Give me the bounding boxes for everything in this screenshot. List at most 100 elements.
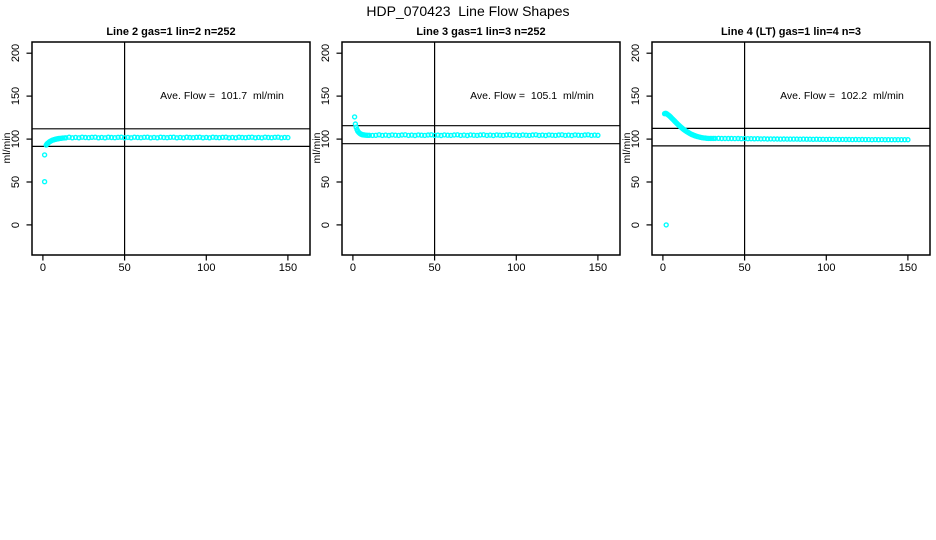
data-point <box>193 134 200 141</box>
data-point <box>902 136 908 143</box>
data-point <box>562 132 569 139</box>
subplot-line-4: Line 4 (LT) gas=1 lin=4 n=3 ml/min Ave. … <box>620 20 936 290</box>
x-tick-label: 0 <box>349 262 356 274</box>
data-point <box>725 135 732 142</box>
y-tick-label: 100 <box>10 129 22 149</box>
data-point <box>803 136 810 142</box>
data-point <box>663 222 669 228</box>
data-point <box>552 132 559 139</box>
y-tick-label: 0 <box>320 221 332 228</box>
data-point <box>484 132 490 139</box>
y-tick-label: 150 <box>10 86 22 106</box>
ave-flow-annotation: Ave. Flow = 105.1 ml/min <box>470 90 594 102</box>
x-tick-label: 150 <box>898 262 918 274</box>
data-point <box>582 132 588 138</box>
y-tick-label: 200 <box>10 44 22 63</box>
data-point <box>41 178 48 185</box>
data-points <box>351 114 601 139</box>
data-point <box>134 134 141 141</box>
subplot-title: Line 4 (LT) gas=1 lin=4 n=3 <box>720 26 862 38</box>
y-tick-label: 100 <box>320 129 332 149</box>
data-point <box>154 135 161 141</box>
data-point <box>754 135 761 142</box>
subplot-line-2: Line 2 gas=1 lin=2 n=252 ml/min Ave. Flo… <box>0 20 316 290</box>
data-point <box>823 136 830 143</box>
data-point <box>592 132 598 138</box>
data-point <box>223 134 229 140</box>
subplot-line-3: Line 3 gas=1 lin=3 n=252 ml/min Ave. Flo… <box>310 20 626 290</box>
y-tick-label: 50 <box>10 175 22 189</box>
data-point <box>144 134 151 140</box>
data-point <box>425 132 431 138</box>
data-point <box>405 132 412 139</box>
data-points <box>41 134 291 185</box>
scatter-plot <box>646 41 931 261</box>
data-point <box>774 136 781 142</box>
data-point <box>718 135 725 142</box>
x-tick-label: 0 <box>659 262 666 274</box>
data-point <box>242 134 249 141</box>
plot-box <box>341 41 621 256</box>
y-tick-label: 0 <box>10 221 22 228</box>
data-point <box>85 134 92 141</box>
x-tick-label: 150 <box>588 262 608 274</box>
x-tick-label: 100 <box>197 262 216 274</box>
data-point <box>735 135 741 142</box>
y-tick-label: 0 <box>630 221 642 228</box>
data-point <box>474 132 480 139</box>
data-point <box>183 134 190 140</box>
data-point <box>862 136 869 143</box>
data-point <box>105 134 112 140</box>
data-point <box>66 134 72 140</box>
data-point <box>464 132 471 139</box>
data-point <box>813 136 820 142</box>
x-tick-label: 150 <box>278 262 298 274</box>
data-point <box>882 136 888 143</box>
data-point <box>415 132 422 138</box>
data-point <box>843 136 849 143</box>
data-point <box>833 136 839 143</box>
data-point <box>125 134 131 141</box>
data-point <box>285 134 291 141</box>
data-point <box>395 132 402 139</box>
data-point <box>764 136 771 142</box>
figure-title: HDP_070423 Line Flow Shapes <box>366 3 570 19</box>
data-point <box>95 135 102 141</box>
data-point <box>745 135 751 142</box>
x-tick-label: 100 <box>817 262 836 274</box>
data-point <box>262 134 268 140</box>
data-point <box>513 132 520 138</box>
x-tick-label: 50 <box>118 262 131 274</box>
x-tick-label: 100 <box>507 262 526 274</box>
data-point <box>444 132 451 138</box>
data-point <box>493 132 500 138</box>
data-point <box>435 132 441 138</box>
data-point <box>892 136 898 143</box>
data-point <box>164 134 170 141</box>
y-tick-label: 150 <box>630 86 642 106</box>
data-point <box>572 132 578 138</box>
data-point <box>76 135 82 141</box>
subplot-title: Line 2 gas=1 lin=2 n=252 <box>106 26 236 38</box>
scatter-plot <box>26 41 311 261</box>
data-point <box>503 132 510 138</box>
data-point <box>542 132 549 139</box>
x-tick-label: 50 <box>428 262 441 274</box>
data-point <box>41 152 48 158</box>
data-point <box>454 132 461 138</box>
data-point <box>715 135 722 142</box>
scatter-plot <box>336 41 621 261</box>
x-tick-label: 50 <box>738 262 751 274</box>
data-point <box>232 135 239 141</box>
data-point <box>203 134 210 141</box>
ave-flow-annotation: Ave. Flow = 101.7 ml/min <box>160 90 284 102</box>
data-point <box>794 136 800 142</box>
data-point <box>784 136 790 142</box>
data-point <box>533 132 539 138</box>
x-tick-label: 0 <box>39 262 46 274</box>
data-point <box>174 135 180 141</box>
plot-box <box>651 41 931 256</box>
data-point <box>213 134 219 141</box>
data-point <box>595 132 601 139</box>
